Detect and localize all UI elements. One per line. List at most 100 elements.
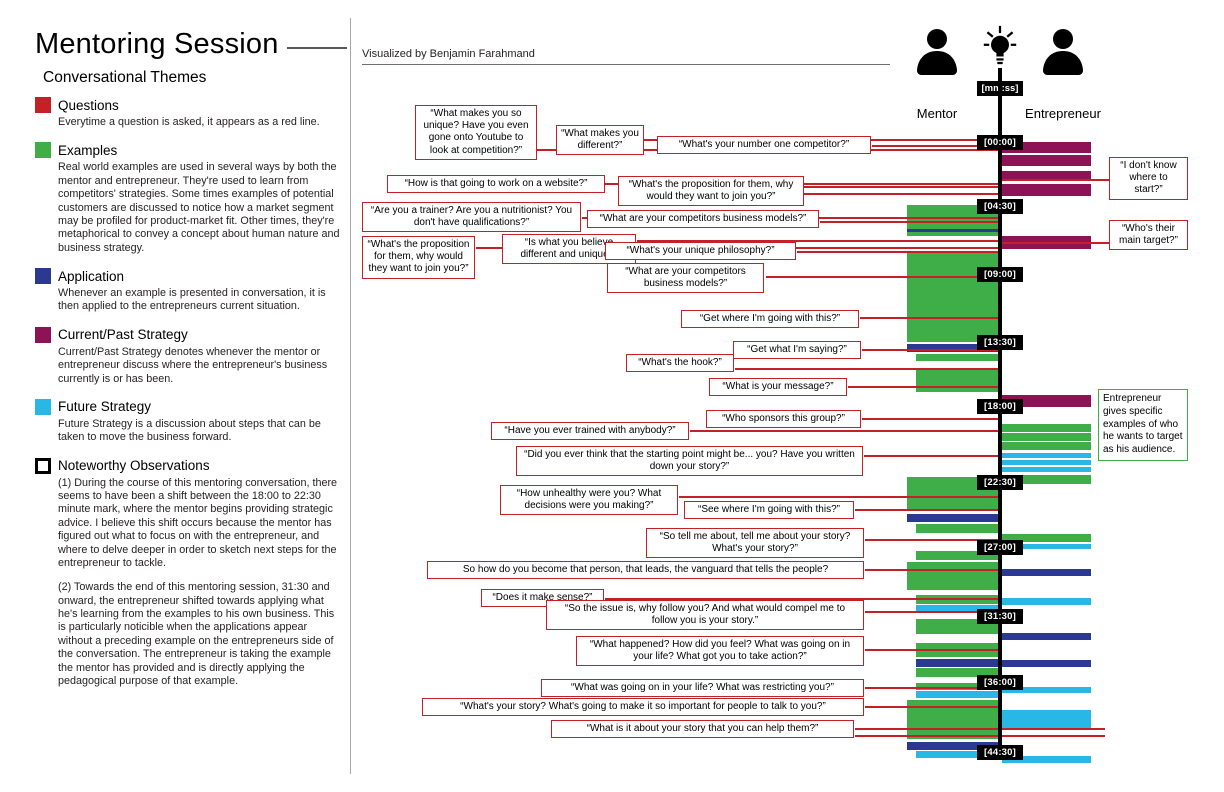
timeline-bar-entrepreneur-future-strategy: [1002, 460, 1091, 465]
question-line: [860, 317, 1000, 319]
question-line: [855, 509, 1000, 511]
legend-item-noteworthy-observations: Noteworthy Observations (1) During the co…: [35, 457, 347, 689]
time-marker-44-30: [44:30]: [977, 745, 1023, 760]
question-line: [735, 368, 1000, 370]
timeline-bar-mentor-application: [907, 742, 998, 750]
question-line: [1002, 242, 1110, 244]
questions-swatch-icon: [35, 97, 51, 113]
timeline-bar-mentor-application: [907, 229, 998, 232]
question-line: [872, 145, 1000, 147]
timeline-bar-entrepreneur-examples: [1002, 424, 1091, 432]
legend-desc-examples: Real world examples are used in several …: [58, 161, 340, 254]
quote-box-mentor: “What's the proposition for them, why wo…: [362, 236, 475, 279]
legend-head-current-past-strategy: Current/Past Strategy: [35, 326, 347, 343]
quote-box-mentor: “Are you a trainer? Are you a nutritioni…: [362, 202, 581, 233]
question-line: [637, 240, 1000, 242]
legend-head-examples: Examples: [35, 142, 347, 159]
legend-head-application: Application: [35, 268, 347, 284]
quote-box-mentor: “What are your competitors business mode…: [607, 263, 764, 294]
time-marker-31-30: [31:30]: [977, 609, 1023, 624]
legend-head-noteworthy-observations: Noteworthy Observations: [35, 457, 347, 474]
quote-box-mentor: “See where I'm going with this?”: [684, 501, 854, 520]
timeline-bar-entrepreneur-application: [1002, 660, 1091, 667]
timeline-bar-entrepreneur-future-strategy: [1002, 598, 1091, 605]
legend-desc-questions: Everytime a question is asked, it appear…: [58, 116, 320, 128]
legend-desc-noteworthy-observations-1: (1) During the course of this mentoring …: [58, 476, 338, 569]
legend-label-application: Application: [58, 268, 125, 284]
quote-box-mentor: “Did you ever think that the starting po…: [516, 446, 863, 477]
time-marker-18-00: [18:00]: [977, 399, 1023, 414]
timeline-bar-entrepreneur-examples: [1002, 475, 1091, 484]
question-line: [605, 598, 1000, 600]
quote-box-mentor: “Get where I'm going with this?”: [681, 310, 859, 329]
time-marker-36-00: [36:00]: [977, 675, 1023, 690]
timeline-bar-entrepreneur-future-strategy: [1002, 710, 1091, 730]
timeline-bar-entrepreneur-application: [1002, 633, 1091, 640]
time-marker-09-00: [09:00]: [977, 267, 1023, 282]
legend-item-future-strategy: Future Strategy Future Strategy is a disc…: [35, 398, 347, 445]
time-marker-04-30: [04:30]: [977, 199, 1023, 214]
time-marker-27-00: [27:00]: [977, 540, 1023, 555]
question-line: [820, 221, 1000, 223]
legend-desc-future-strategy: Future Strategy is a discussion about st…: [58, 417, 321, 444]
timeline-bar-entrepreneur-current-past-strategy: [1002, 395, 1091, 407]
question-line: [865, 569, 1000, 571]
question-line: [865, 539, 1000, 541]
quote-box-mentor: “What's your number one competitor?”: [657, 136, 871, 155]
question-line: [862, 418, 1000, 420]
quote-box-mentor: “Get what I'm saying?”: [733, 341, 861, 360]
credit-text: Visualized by Benjamin Farahmand: [362, 48, 535, 60]
future-strategy-swatch-icon: [35, 398, 51, 415]
timeline-bar-mentor-examples: [916, 668, 998, 677]
question-line: [864, 455, 1000, 457]
quote-box-mentor: “Who sponsors this group?”: [706, 410, 861, 429]
timeline-bar-mentor-examples: [916, 683, 998, 690]
legend-label-current-past-strategy: Current/Past Strategy: [58, 327, 188, 343]
noteworthy-observations-swatch-icon: [35, 457, 51, 474]
question-line: [865, 649, 1000, 651]
quote-box-mentor: “What makes you different?”: [556, 125, 644, 156]
quote-box-mentor: “What's the proposition for them, why wo…: [618, 176, 804, 207]
timeline-bar-entrepreneur-examples: [1002, 433, 1091, 441]
legend-item-current-past-strategy: Current/Past Strategy Current/Past Strate…: [35, 326, 347, 386]
quote-box-mentor: “How unhealthy were you? What decisions …: [500, 485, 678, 516]
legend-desc-noteworthy-observations-2: (2) Towards the end of this mentoring se…: [58, 581, 335, 687]
quote-box-mentor: “What are your competitors business mode…: [587, 210, 819, 229]
application-swatch-icon: [35, 268, 51, 284]
question-line: [865, 687, 1000, 689]
panel-divider: [350, 18, 351, 774]
timeline-bar-entrepreneur-future-strategy: [1002, 756, 1091, 763]
question-line: [862, 349, 1000, 351]
current-past-strategy-swatch-icon: [35, 326, 51, 343]
question-line: [679, 496, 1000, 498]
title-rule: [286, 46, 347, 49]
mentor-person-icon: [915, 28, 959, 76]
quote-box-mentor: “What makes you so unique? Have you even…: [415, 105, 537, 160]
quote-box-mentor: “What is it about your story that you ca…: [551, 720, 854, 739]
entrepreneur-person-icon: [1041, 28, 1085, 76]
question-line: [1002, 735, 1105, 737]
timeline-bar-mentor-future-strategy: [916, 751, 998, 758]
legend-label-future-strategy: Future Strategy: [58, 399, 152, 415]
legend-desc-current-past-strategy: Current/Past Strategy denotes whenever t…: [58, 345, 328, 385]
legend-head-questions: Questions: [35, 97, 347, 113]
entrepreneur-note: Entrepreneur gives specific examples of …: [1098, 389, 1188, 461]
entrepreneur-label: Entrepreneur: [1025, 106, 1101, 121]
question-line: [855, 728, 1000, 730]
examples-swatch-icon: [35, 142, 51, 159]
legend-item-examples: Examples Real world examples are used in …: [35, 142, 347, 255]
timeline-bar-mentor-application: [907, 514, 998, 522]
legend: Questions Everytime a question is asked, …: [35, 97, 347, 688]
timeline-bar-mentor-future-strategy: [916, 605, 998, 613]
page-title: Mentoring Session: [35, 28, 279, 60]
question-line: [1002, 728, 1105, 730]
quote-box-entrepreneur: “Who's their main target?”: [1109, 220, 1188, 251]
quote-box-mentor: “What happened? How did you feel? What w…: [576, 636, 864, 667]
timeline-bar-mentor-future-strategy: [916, 691, 998, 698]
timeline-bar-entrepreneur-future-strategy: [1002, 453, 1091, 458]
question-line: [690, 430, 1000, 432]
legend-item-application: Application Whenever an example is presen…: [35, 268, 347, 314]
quote-box-mentor: “What was going on in your life? What wa…: [541, 679, 864, 698]
question-line: [803, 186, 1000, 188]
